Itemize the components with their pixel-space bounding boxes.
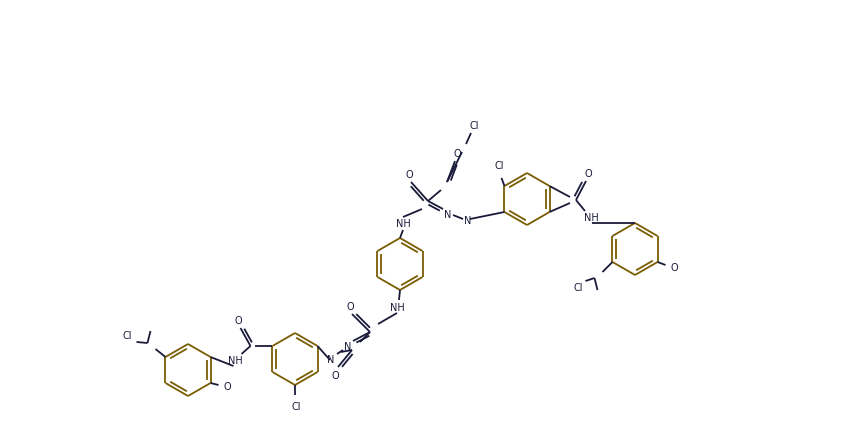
Text: Cl: Cl	[123, 330, 132, 340]
Text: O: O	[331, 370, 339, 380]
Text: O: O	[453, 149, 461, 159]
Text: NH: NH	[395, 218, 411, 228]
Text: O: O	[406, 170, 413, 180]
Text: N: N	[464, 216, 472, 226]
Text: O: O	[224, 381, 232, 391]
Text: O: O	[234, 315, 242, 325]
Text: N: N	[444, 210, 452, 220]
Text: NH: NH	[228, 355, 243, 365]
Text: O: O	[584, 169, 592, 178]
Text: Cl: Cl	[495, 161, 504, 171]
Text: Cl: Cl	[573, 283, 584, 293]
Text: N: N	[344, 341, 352, 351]
Text: Cl: Cl	[469, 121, 479, 131]
Text: N: N	[327, 354, 335, 364]
Text: NH: NH	[584, 213, 598, 223]
Text: O: O	[671, 263, 678, 273]
Text: O: O	[346, 301, 354, 311]
Text: Cl: Cl	[291, 401, 301, 411]
Text: NH: NH	[389, 302, 405, 312]
